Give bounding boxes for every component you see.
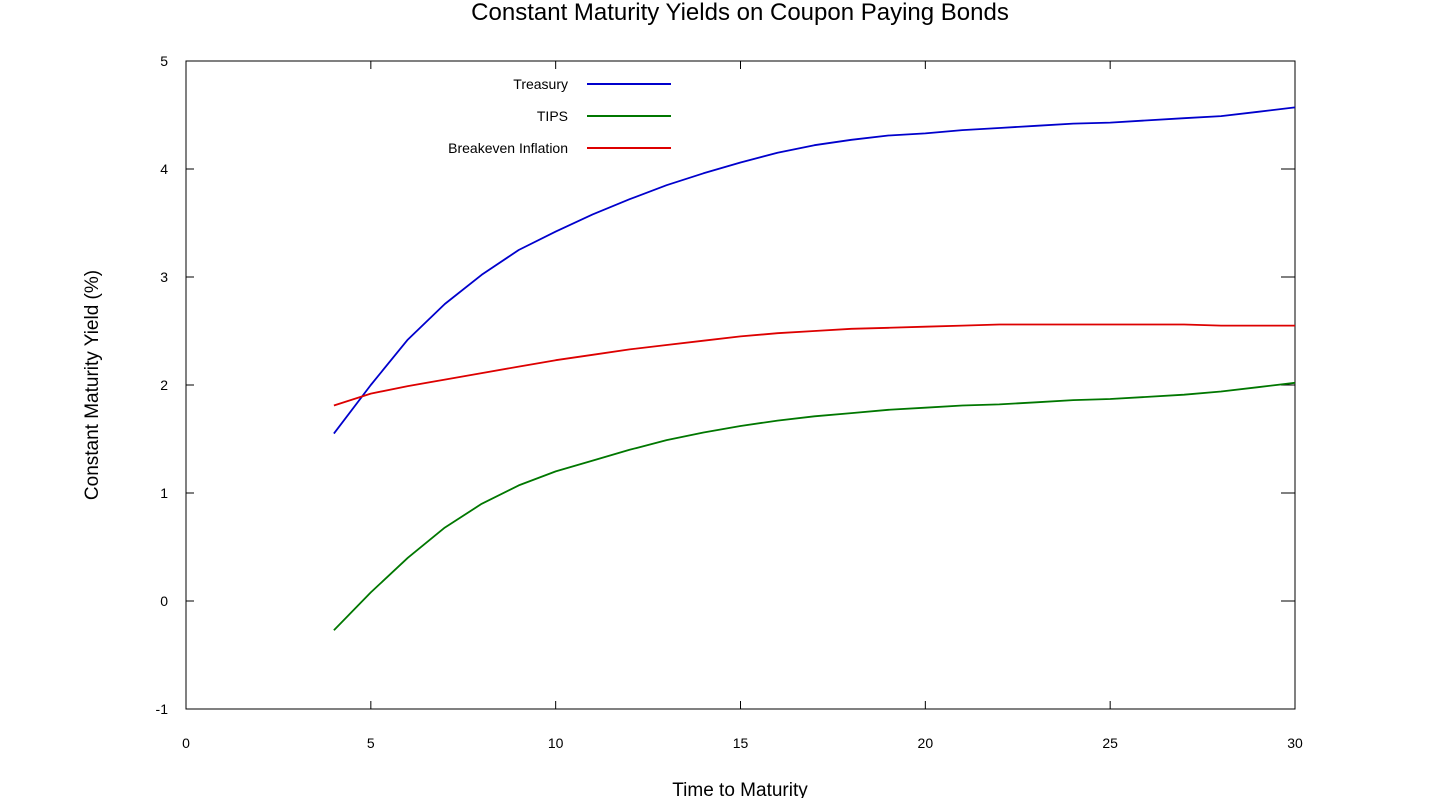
x-tick-label: 20 bbox=[918, 735, 934, 751]
legend-label-tips: TIPS bbox=[537, 108, 568, 124]
series-line-breakeven-inflation bbox=[333, 323, 1295, 407]
series-line-treasury bbox=[333, 106, 1296, 435]
y-tick-label: 5 bbox=[160, 53, 168, 69]
y-tick-label: 1 bbox=[160, 485, 168, 501]
x-tick-label: 25 bbox=[1102, 735, 1118, 751]
x-tick-label: 10 bbox=[548, 735, 564, 751]
y-tick-label: 0 bbox=[160, 593, 168, 609]
x-tick-label: 15 bbox=[733, 735, 749, 751]
y-tick-label: -1 bbox=[156, 701, 169, 717]
x-axis: 0 5 10 15 20 25 30 bbox=[182, 61, 1303, 751]
legend-label-breakeven-inflation: Breakeven Inflation bbox=[448, 140, 568, 156]
series-line-tips bbox=[333, 381, 1296, 631]
x-tick-label: 30 bbox=[1287, 735, 1303, 751]
legend: Treasury TIPS Breakeven Inflation bbox=[448, 76, 671, 156]
y-axis-label: Constant Maturity Yield (%) bbox=[82, 270, 103, 500]
y-axis: -1 0 1 2 3 4 5 bbox=[156, 53, 1295, 717]
y-tick-label: 3 bbox=[160, 269, 168, 285]
x-axis-label: Time to Maturity bbox=[672, 780, 808, 798]
series-layer bbox=[333, 106, 1296, 631]
y-tick-label: 4 bbox=[160, 161, 168, 177]
chart-title: Constant Maturity Yields on Coupon Payin… bbox=[471, 0, 1009, 26]
x-tick-label: 0 bbox=[182, 735, 190, 751]
x-tick-label: 5 bbox=[367, 735, 375, 751]
legend-label-treasury: Treasury bbox=[513, 76, 568, 92]
y-tick-label: 2 bbox=[160, 377, 168, 393]
